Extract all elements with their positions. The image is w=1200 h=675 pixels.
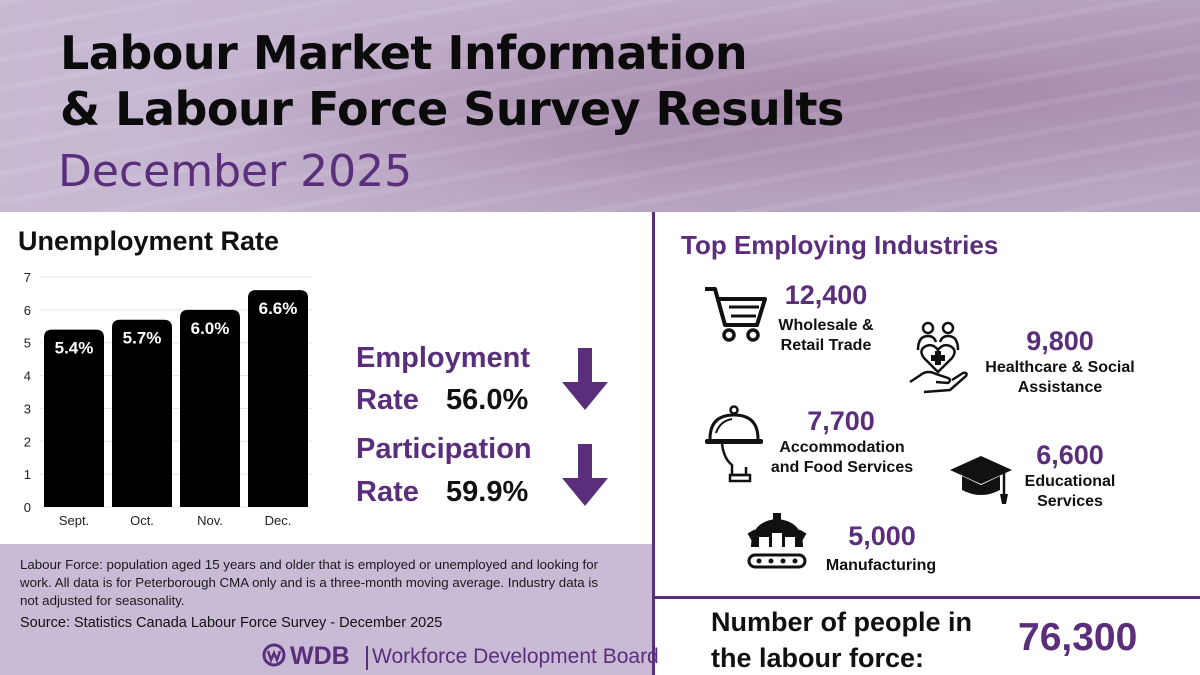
bar-data-label: 5.4%	[55, 339, 94, 358]
industry-label-accommodation: Accommodation and Food Services	[770, 439, 914, 476]
unemployment-title: Unemployment Rate	[18, 226, 280, 256]
bar-nov	[180, 309, 240, 507]
y-tick-label: 4	[24, 369, 31, 384]
employment-down-arrow-icon	[562, 348, 608, 410]
y-tick-label: 5	[24, 336, 31, 351]
bar-data-label: 5.7%	[123, 329, 162, 348]
footnote-panel	[0, 544, 652, 675]
bar-data-label: 6.0%	[191, 319, 230, 338]
labour-force-label: Number of people in the labour force:	[711, 607, 973, 673]
industry-value-wholesale: 12,400	[784, 280, 868, 310]
page-subtitle-date: December 2025	[58, 146, 413, 197]
y-tick-label: 1	[24, 467, 31, 482]
y-tick-label: 3	[24, 401, 31, 416]
industry-value-manufacturing: 5,000	[848, 521, 916, 551]
participation-rate-value: 59.9%	[446, 476, 529, 508]
bar-data-label: 6.6%	[259, 299, 298, 318]
logo-separator	[366, 646, 368, 670]
industry-value-educational: 6,600	[1036, 440, 1104, 470]
participation-rate-label-line2: Rate	[356, 476, 419, 508]
industry-label-healthcare: Healthcare & Social Assistance	[985, 359, 1135, 396]
participation-rate-label-line1: Participation	[356, 433, 532, 465]
healthcare-hand-icon	[909, 321, 968, 394]
footnote-text: Labour Force: population aged 15 years a…	[20, 557, 599, 608]
x-tick-label: Sept.	[59, 513, 89, 528]
x-tick-label: Dec.	[265, 513, 292, 528]
labour-force-value: 76,300	[1018, 616, 1138, 659]
y-tick-label: 0	[24, 500, 31, 515]
factory-gear-icon	[747, 513, 807, 569]
food-cloche-icon	[705, 405, 763, 483]
bar-dec	[248, 290, 308, 507]
employment-rate-label-line1: Employment	[356, 342, 531, 374]
horizontal-divider	[655, 596, 1200, 599]
bar-oct	[112, 319, 172, 507]
header-banner: Labour Market Information & Labour Force…	[0, 0, 1200, 212]
industry-label-educational: Educational Services	[1024, 473, 1116, 510]
source-text: Source: Statistics Canada Labour Force S…	[20, 615, 443, 631]
employment-rate-value: 56.0%	[446, 384, 529, 416]
unemployment-bar-chart: 0 1 2 3 4 5 6 7 5.4% Sept. 5.7% Oct. 6.0% Nov. 6.6% Dec…	[24, 270, 312, 528]
bar-sept	[44, 329, 104, 507]
y-tick-label: 2	[24, 434, 31, 449]
shopping-cart-icon	[705, 287, 767, 342]
industry-value-healthcare: 9,800	[1026, 326, 1094, 356]
industries-title: Top Employing Industries	[681, 230, 999, 260]
x-tick-label: Nov.	[197, 513, 223, 528]
page-title-line2: & Labour Force Survey Results	[60, 82, 844, 136]
header-background-pattern	[0, 0, 1200, 212]
wdb-logo-short: WDB	[290, 642, 350, 670]
industry-label-manufacturing: Manufacturing	[825, 557, 937, 574]
industry-label-wholesale: Wholesale & Retail Trade	[778, 317, 874, 354]
wdb-logo-full-name: Workforce Development Board	[372, 645, 659, 668]
wdb-logo-icon	[262, 643, 286, 667]
y-tick-label: 7	[24, 270, 31, 285]
graduation-cap-icon	[950, 456, 1012, 504]
participation-down-arrow-icon	[562, 444, 608, 506]
industry-value-accommodation: 7,700	[807, 406, 875, 436]
y-tick-label: 6	[24, 303, 31, 318]
x-tick-label: Oct.	[130, 513, 154, 528]
vertical-divider	[652, 212, 655, 675]
page-title-line1: Labour Market Information	[60, 26, 748, 80]
employment-rate-label-line2: Rate	[356, 384, 419, 416]
